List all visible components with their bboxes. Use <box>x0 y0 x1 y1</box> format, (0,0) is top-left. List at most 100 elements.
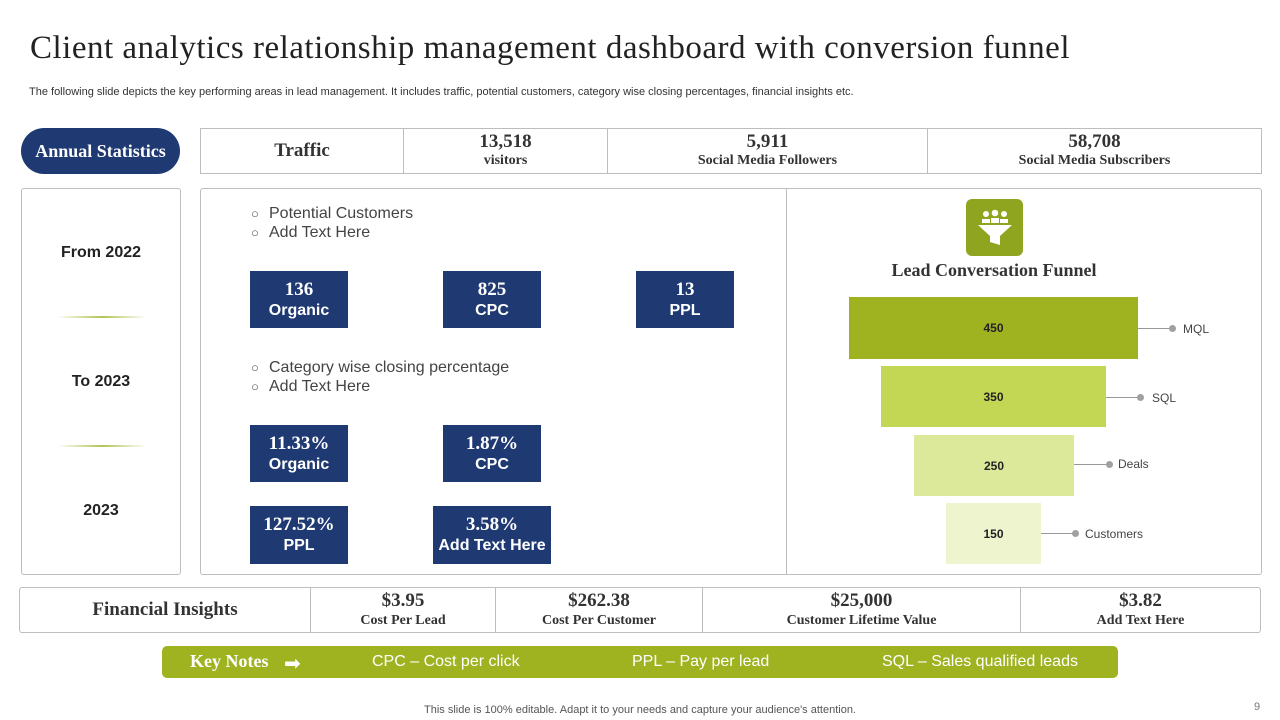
circle-bullet-icon: ○ <box>251 360 259 375</box>
funnel-stage-label: MQL <box>1183 322 1210 336</box>
circle-bullet-icon: ○ <box>251 225 259 240</box>
metrics-panel <box>200 188 1262 575</box>
bullet-item: ○ Add Text Here <box>251 378 370 396</box>
bullet-item: ○ Category wise closing percentage <box>251 359 509 377</box>
funnel-leader-dot <box>1072 530 1079 537</box>
traffic-stat-value: 58,708 <box>1068 131 1121 152</box>
box-value: 11.33% <box>268 432 330 454</box>
traffic-stat-value: 13,518 <box>479 131 532 152</box>
box-value: 13 <box>675 278 695 300</box>
financial-item-label: Cost Per Lead <box>360 613 446 628</box>
circle-bullet-icon: ○ <box>251 379 259 394</box>
box-value: 1.87% <box>465 432 519 454</box>
closing-cpc-box: 1.87% CPC <box>443 425 541 482</box>
financial-cost-per-lead: $3.95 Cost Per Lead <box>311 588 496 632</box>
traffic-stat-followers: 5,911 Social Media Followers <box>608 129 928 173</box>
key-note-item: SQL – Sales qualified leads <box>882 653 1078 670</box>
traffic-stat-value: 5,911 <box>746 131 789 152</box>
traffic-stat-visitors: 13,518 visitors <box>404 129 608 173</box>
page-number: 9 <box>1254 701 1261 713</box>
funnel-bar-value: 450 <box>983 321 1004 335</box>
traffic-stat-label: Social Media Subscribers <box>1018 153 1171 168</box>
funnel-stage-label: Deals <box>1118 457 1149 471</box>
box-label: CPC <box>475 301 509 319</box>
key-note-item: PPL – Pay per lead <box>632 653 770 670</box>
financial-item-label: Customer Lifetime Value <box>786 613 937 628</box>
financial-other: $3.82 Add Text Here <box>1021 588 1260 632</box>
page-subtitle: The following slide depicts the key perf… <box>29 86 854 98</box>
financial-label-cell: Financial Insights <box>20 588 311 632</box>
bullet-text: Category wise closing percentage <box>269 359 510 376</box>
period-current: 2023 <box>83 502 119 519</box>
bullet-item: ○ Potential Customers <box>251 205 413 223</box>
funnel-title: Lead Conversation Funnel <box>891 260 1097 280</box>
financial-item-label: Add Text Here <box>1096 613 1185 628</box>
funnel-bar-value: 250 <box>983 458 1005 473</box>
box-label: Organic <box>268 301 330 319</box>
financial-label: Financial Insights <box>92 599 238 620</box>
financial-value: $25,000 <box>830 590 893 611</box>
closing-other-box: 3.58% Add Text Here <box>433 506 551 564</box>
bullet-text: Potential Customers <box>269 205 414 222</box>
footer-text: This slide is 100% editable. Adapt it to… <box>424 704 856 716</box>
funnel-stage-label: SQL <box>1152 391 1177 405</box>
box-label: PPL <box>669 301 701 319</box>
traffic-stat-label: visitors <box>483 153 528 168</box>
box-label: Organic <box>268 455 330 473</box>
funnel-stage-label: Customers <box>1085 527 1144 541</box>
funnel-leader-dot <box>1169 325 1176 332</box>
box-label: PPL <box>283 537 315 554</box>
circle-bullet-icon: ○ <box>251 206 259 221</box>
financial-insights-row: Financial Insights $3.95 Cost Per Lead $… <box>19 587 1261 633</box>
period-divider <box>57 445 147 447</box>
period-divider <box>57 316 147 318</box>
key-notes-bar: Key Notes ➡ CPC – Cost per click PPL – P… <box>162 646 1118 678</box>
bullet-item: ○ Add Text Here <box>251 224 370 242</box>
bullet-text: Add Text Here <box>269 378 371 395</box>
box-label: CPC <box>475 455 509 473</box>
funnel-leader-line <box>1074 464 1108 465</box>
funnel-leader-line <box>1041 533 1075 534</box>
funnel-bar-customers: 150 <box>946 503 1041 564</box>
funnel-leader-line <box>1138 328 1172 329</box>
financial-value: $3.82 <box>1119 590 1162 611</box>
panel-divider <box>786 189 787 574</box>
funnel-leader-dot <box>1137 394 1144 401</box>
bullet-text: Add Text Here <box>269 224 371 241</box>
period-from: From 2022 <box>60 244 142 261</box>
financial-cost-per-customer: $262.38 Cost Per Customer <box>496 588 703 632</box>
potential-ppl-box: 13 PPL <box>636 271 734 328</box>
box-value: 3.58% <box>465 514 519 535</box>
funnel-bar-mql: 450 <box>849 297 1138 359</box>
box-value: 136 <box>284 278 314 300</box>
potential-organic-box: 136 Organic <box>250 271 348 328</box>
key-notes-title: Key Notes <box>190 651 269 671</box>
key-note-item: CPC – Cost per click <box>372 653 520 670</box>
box-value: 127.52% <box>263 514 335 535</box>
funnel-leader-line <box>1106 397 1140 398</box>
page-title: Client analytics relationship management… <box>30 30 1070 66</box>
period-to: To 2023 <box>71 373 131 390</box>
financial-value: $3.95 <box>381 590 425 611</box>
annual-statistics-pill: Annual Statistics <box>21 128 180 174</box>
box-label: Add Text Here <box>438 537 546 554</box>
funnel-leader-dot <box>1106 461 1113 468</box>
traffic-stat-label: Social Media Followers <box>697 153 838 168</box>
funnel-people-icon <box>966 199 1023 256</box>
financial-value: $262.38 <box>568 590 630 611</box>
traffic-row: Traffic 13,518 visitors 5,911 Social Med… <box>200 128 1262 174</box>
funnel-bar-deals: 250 <box>914 435 1074 496</box>
funnel-bar-sql: 350 <box>881 366 1106 427</box>
financial-customer-lifetime-value: $25,000 Customer Lifetime Value <box>703 588 1021 632</box>
financial-item-label: Cost Per Customer <box>541 613 657 628</box>
period-panel: From 2022 To 2023 2023 <box>21 188 181 575</box>
closing-organic-box: 11.33% Organic <box>250 425 348 482</box>
traffic-label-cell: Traffic <box>201 129 404 173</box>
potential-cpc-box: 825 CPC <box>443 271 541 328</box>
box-value: 825 <box>477 278 507 300</box>
arrow-right-icon: ➡ <box>284 653 301 675</box>
traffic-label: Traffic <box>274 140 330 161</box>
traffic-stat-subscribers: 58,708 Social Media Subscribers <box>928 129 1261 173</box>
closing-ppl-box: 127.52% PPL <box>250 506 348 564</box>
funnel-bar-value: 150 <box>983 526 1004 541</box>
